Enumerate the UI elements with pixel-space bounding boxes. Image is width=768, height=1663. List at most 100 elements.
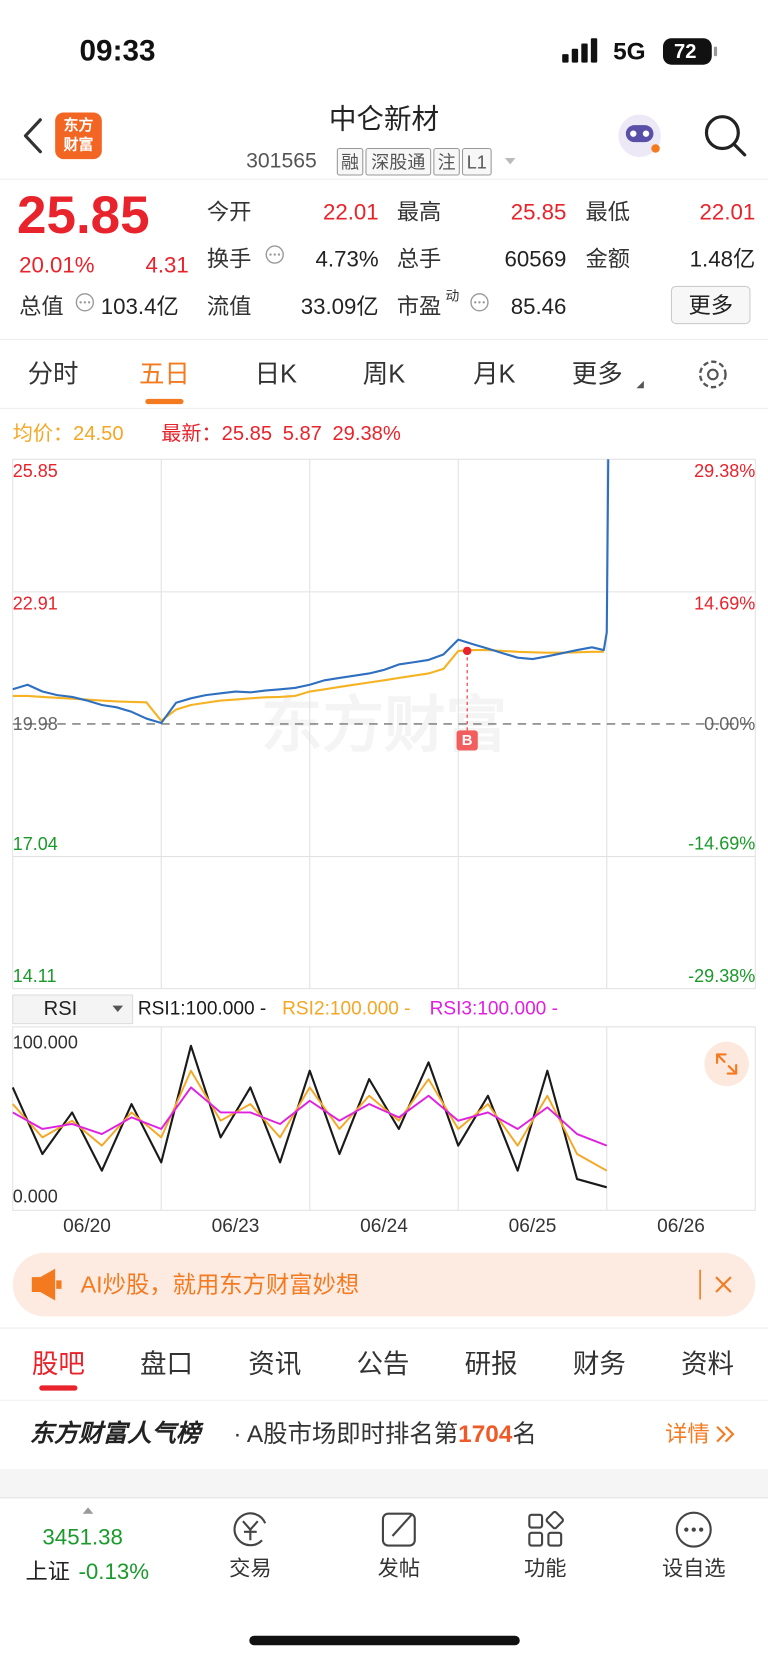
quote-field-label: 最高 [397, 200, 442, 225]
legend-value: 25.85 [222, 423, 272, 445]
tag-box [336, 147, 364, 176]
index-info[interactable]: 上证 -0.13% [25, 1559, 149, 1584]
tag-box [365, 147, 432, 176]
trade-icon [233, 1512, 267, 1547]
total-value: 103.4亿 [101, 294, 179, 319]
ranking-suffix: 名 [512, 1421, 536, 1448]
section-gap [0, 1469, 768, 1498]
watchlist-icon [675, 1511, 712, 1548]
ranking-text: · A股市场即时排名第1704名 [233, 1421, 536, 1448]
sub-tab[interactable]: 研报 [465, 1349, 518, 1379]
quote-field-label: 金额 [586, 246, 631, 271]
expand-button[interactable] [704, 1041, 749, 1087]
info-icon-dot [474, 301, 477, 304]
chart-legend: 均价：24.50 最新：25.85 5.87 29.38% [13, 422, 401, 445]
info-icon[interactable] [75, 293, 95, 312]
ranking-text: · A股市场即时排名第 [233, 1421, 458, 1448]
info-icon[interactable] [265, 245, 284, 264]
ad-banner[interactable] [12, 1252, 756, 1317]
nav-item[interactable]: 发帖 [378, 1556, 420, 1580]
quote-field-label: 换手 [207, 246, 252, 271]
legend-label: 均价： [13, 422, 73, 445]
x-tick-label: 06/20 [63, 1216, 111, 1237]
sub-tab[interactable]: 公告 [356, 1349, 409, 1379]
sub-tab[interactable]: 资料 [681, 1349, 734, 1379]
ranking-link[interactable]: 详情 [665, 1422, 710, 1447]
megaphone-icon [56, 1280, 62, 1289]
tab[interactable]: 月K [473, 360, 515, 388]
quote-field-label: 市盈 [397, 294, 442, 319]
tag-label: 注 [438, 152, 456, 172]
logo-text: 财富 [64, 135, 94, 153]
annotation-point [462, 646, 472, 656]
logo-text: 东方 [64, 116, 94, 134]
tab[interactable]: 分时 [28, 360, 79, 388]
quote-field-value: 25.85 [511, 200, 567, 225]
more-button-label[interactable]: 更多 [688, 293, 733, 318]
tab[interactable]: 日K [255, 360, 297, 388]
nav-item[interactable]: 交易 [229, 1556, 271, 1580]
tab[interactable]: 更多 [572, 360, 623, 388]
quote-field-value: 33.09亿 [301, 294, 379, 319]
quote-field-value: 4.73% [316, 246, 379, 271]
search-button[interactable] [704, 115, 747, 157]
sub-tab[interactable]: 股吧 [32, 1349, 85, 1379]
banner-text[interactable]: AI炒股，就用东方财富妙想 [81, 1272, 360, 1298]
dropdown-arrow[interactable] [112, 1005, 124, 1012]
indicator-select[interactable] [12, 994, 134, 1025]
more-button[interactable] [670, 285, 751, 325]
x-tick-label: 06/26 [657, 1216, 705, 1237]
info-icon-dot [277, 253, 281, 256]
y-tick-label: 19.98 [13, 714, 58, 734]
sub-tab[interactable]: 财务 [573, 1349, 626, 1379]
banner-close[interactable] [715, 1276, 732, 1293]
link-arrow[interactable] [716, 1425, 735, 1443]
change-amount: 4.31 [145, 253, 188, 278]
quote-field-value: 22.01 [323, 200, 379, 225]
y2-tick-label: 14.69% [694, 593, 755, 613]
index-change[interactable]: -0.13% [78, 1559, 149, 1584]
dropdown-arrow[interactable] [504, 158, 516, 165]
quote-field-value: 1.48亿 [690, 246, 756, 271]
annotation-label: B [462, 733, 473, 749]
megaphone-icon [31, 1268, 56, 1301]
last-price: 25.85 [17, 186, 150, 245]
tab[interactable]: 周K [363, 360, 405, 388]
index-name[interactable]: 上证 [25, 1559, 70, 1584]
total-value-label: 总值 [19, 294, 64, 319]
legend-value: 29.38% [332, 423, 400, 445]
index-value[interactable]: 3451.38 [42, 1525, 123, 1550]
function-icon [528, 1510, 564, 1547]
expand-arrow[interactable] [82, 1507, 94, 1514]
series-line [12, 1086, 608, 1147]
indicator-name[interactable]: RSI [44, 998, 78, 1020]
legend-entry: RSI2:100.000 - [282, 998, 410, 1019]
series-line [12, 459, 610, 725]
nav-item[interactable]: 功能 [524, 1556, 566, 1580]
app-logo [55, 112, 102, 160]
back-button[interactable] [23, 118, 42, 154]
chart-frame [12, 1026, 756, 1211]
tag-label: 深股通 [371, 152, 425, 172]
tab[interactable]: 五日 [139, 360, 190, 388]
info-icon-dot [273, 253, 276, 256]
nav-item[interactable]: 设自选 [662, 1556, 726, 1580]
assistant-avatar[interactable] [618, 114, 661, 157]
y-tick-label: 17.04 [13, 834, 58, 854]
quote-field-label: 流值 [207, 294, 252, 319]
sub-tab[interactable]: 资讯 [248, 1349, 301, 1379]
quote-field-label: 今开 [207, 200, 252, 225]
sub-tab[interactable]: 盘口 [140, 1349, 193, 1379]
y-tick-label: 14.11 [13, 966, 57, 986]
battery-level: 72 [674, 41, 696, 63]
tag-label: L1 [467, 152, 487, 172]
tab-indicator [145, 398, 184, 405]
x-tick-label: 06/24 [360, 1216, 408, 1237]
settings-button[interactable] [698, 360, 727, 389]
y2-tick-label: -14.69% [688, 834, 755, 854]
info-icon[interactable] [470, 293, 489, 312]
legend-label: 最新： [161, 422, 221, 445]
info-icon-dot [269, 253, 272, 256]
